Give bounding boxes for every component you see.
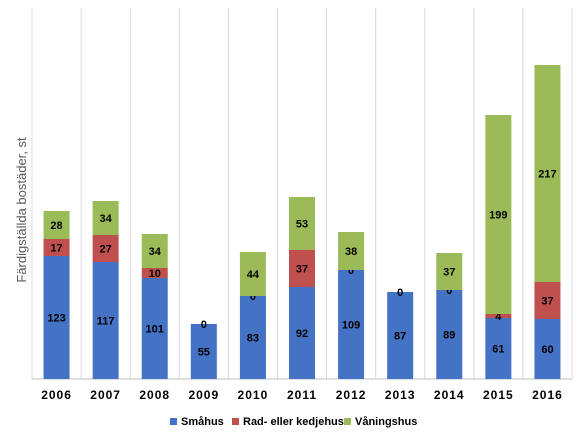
data-label: 34 xyxy=(149,246,162,258)
legend-swatch xyxy=(344,418,351,425)
x-tick-label: 2016 xyxy=(532,388,563,402)
data-label: 0 xyxy=(250,291,256,303)
bar-segment xyxy=(534,319,561,379)
bar-segment xyxy=(239,296,266,379)
data-label: 34 xyxy=(100,213,113,225)
bar-segment xyxy=(485,115,512,314)
bar-segment xyxy=(141,234,168,268)
bar-segment xyxy=(141,268,168,278)
x-tick-label: 2012 xyxy=(336,388,367,402)
x-tick-label: 2007 xyxy=(90,388,121,402)
data-label: 92 xyxy=(296,328,308,340)
data-label: 55 xyxy=(198,347,210,359)
bar-segment xyxy=(485,318,512,379)
bar-segment xyxy=(436,290,463,379)
data-label: 10 xyxy=(149,268,161,280)
data-label: 217 xyxy=(538,169,556,181)
x-tick-label: 2013 xyxy=(385,388,416,402)
data-label: 117 xyxy=(97,316,115,328)
bar-segment xyxy=(92,201,119,235)
data-label: 37 xyxy=(296,264,308,276)
bar-segment xyxy=(92,235,119,262)
bar-segment xyxy=(43,211,70,239)
legend-label: Rad- eller kedjehus xyxy=(243,416,344,428)
legend-label: Våningshus xyxy=(355,416,417,428)
bar-segment xyxy=(436,253,463,290)
data-label: 0 xyxy=(348,265,354,277)
bar-segment xyxy=(534,282,561,319)
data-label: 53 xyxy=(296,219,308,231)
data-label: 37 xyxy=(443,267,455,279)
bar-segment xyxy=(338,270,365,379)
x-tick-label: 2009 xyxy=(188,388,219,402)
y-axis-title: Färdigställda bostäder, st xyxy=(14,137,29,283)
bar-segment xyxy=(485,314,512,318)
data-label: 109 xyxy=(342,320,360,332)
data-label: 4 xyxy=(495,311,502,323)
x-tick-label: 2011 xyxy=(287,388,317,402)
data-label: 199 xyxy=(489,210,507,222)
x-tick-label: 2014 xyxy=(434,388,465,402)
data-label: 17 xyxy=(50,243,62,255)
x-tick-label: 2008 xyxy=(139,388,170,402)
bar-segment xyxy=(239,252,266,296)
data-label: 0 xyxy=(397,287,403,299)
data-label: 101 xyxy=(146,324,164,336)
bar-segment xyxy=(289,287,315,379)
data-label: 89 xyxy=(443,330,455,342)
bar-segment xyxy=(190,324,217,379)
bar-segment xyxy=(534,65,561,282)
x-tick-label: 2006 xyxy=(41,388,72,402)
legend-swatch xyxy=(170,418,177,425)
data-label: 87 xyxy=(394,331,406,343)
bar-segment xyxy=(92,262,119,379)
bar-segment xyxy=(338,232,365,270)
data-label: 38 xyxy=(345,246,357,258)
bar-segment xyxy=(43,256,70,379)
bar-segment xyxy=(289,250,315,287)
x-tick-label: 2015 xyxy=(483,388,514,402)
bar-segment xyxy=(43,239,70,256)
data-label: 61 xyxy=(492,344,504,356)
data-label: 28 xyxy=(50,220,62,232)
bar-segment xyxy=(289,197,315,250)
bar-segment xyxy=(387,292,414,379)
data-label: 44 xyxy=(247,269,260,281)
data-label: 60 xyxy=(541,344,553,356)
legend-swatch xyxy=(232,418,239,425)
data-label: 27 xyxy=(100,244,112,256)
data-label: 0 xyxy=(201,319,207,331)
legend-label: Småhus xyxy=(181,416,224,428)
bar-segment xyxy=(141,278,168,379)
data-label: 37 xyxy=(541,296,553,308)
x-tick-label: 2010 xyxy=(238,388,269,402)
data-label: 123 xyxy=(47,313,65,325)
data-label: 0 xyxy=(446,285,452,297)
data-label: 83 xyxy=(247,333,259,345)
